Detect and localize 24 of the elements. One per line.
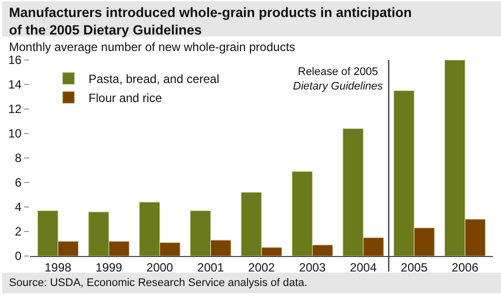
x-tick-label: 2004: [350, 260, 377, 274]
legend-label: Pasta, bread, and cereal: [88, 72, 220, 86]
chart-title: Manufacturers introduced whole-grain products in anticipation of the 2005 Dietary Guidelines: [9, 5, 412, 38]
y-tick-label: 14: [8, 78, 22, 92]
x-tick-label: 2002: [248, 260, 276, 274]
x-tick-label: 2005: [400, 260, 428, 274]
x-tick-label: 1999: [96, 260, 123, 274]
y-tick-label: 0: [14, 249, 22, 264]
y-tick-label: 16: [8, 53, 22, 68]
x-tick-label: 2001: [197, 260, 224, 274]
y-tick-label: 4: [14, 200, 22, 214]
x-tick-label: 1998: [44, 260, 72, 274]
legend-label: Flour and rice: [88, 91, 162, 106]
source-note: Source: USDA, Economic Research Service analysis of data.: [9, 277, 308, 289]
ref-line-label: Release of 2005 Dietary Guidelines: [293, 66, 384, 92]
x-tick-label: 2006: [452, 260, 479, 274]
y-tick-label: 2: [14, 224, 22, 239]
y-axis-title: Monthly average number of new whole-grain products: [9, 40, 296, 54]
y-tick-label: 12: [8, 102, 22, 116]
x-tick-label: 2003: [299, 260, 326, 274]
y-tick-label: 8: [14, 151, 22, 166]
y-tick-label: 10: [8, 126, 22, 141]
x-tick-label: 2000: [146, 260, 174, 274]
y-tick-label: 6: [14, 176, 22, 190]
